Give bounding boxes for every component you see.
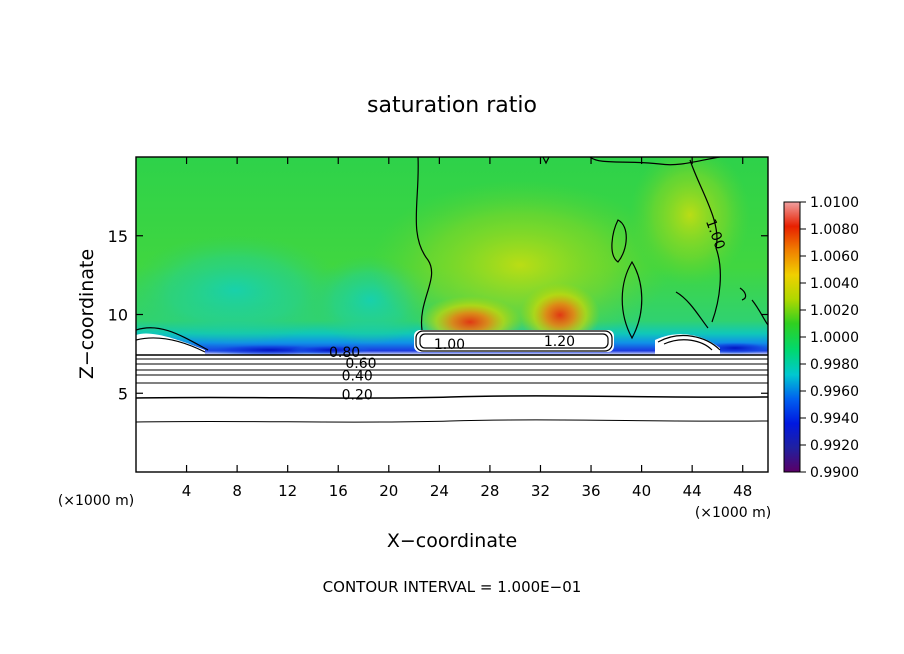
colorbar: 1.0100 1.0080 1.0060 1.0040 1.0020 1.0000 0.99…	[783, 195, 859, 481]
y-axis: 5 10 15	[108, 227, 768, 403]
x-tick-label: 48	[733, 482, 752, 500]
cloud-top-white	[136, 333, 205, 355]
colorbar-label: 1.0100	[810, 195, 859, 211]
x-tick-label: 4	[182, 482, 192, 500]
colorbar-label: 1.0040	[810, 276, 859, 292]
contour-label: 0.40	[342, 369, 373, 385]
colorbar-labels: 1.0100 1.0080 1.0060 1.0040 1.0020 1.0000 0.99…	[800, 195, 859, 481]
colorbar-label: 0.9940	[810, 411, 859, 427]
field-blue-mid	[290, 345, 370, 355]
contour-label: 1.00	[434, 337, 465, 353]
x-tick-label: 36	[581, 482, 600, 500]
y-tick-label: 10	[108, 306, 128, 325]
x-axis: 4 8 12 16 20 24 28 32 36 40 44 48	[182, 157, 752, 500]
contour-label: 0.20	[342, 388, 373, 404]
field-cyan-left	[136, 235, 345, 345]
contour-labels: 0.800.600.400.201.00 1.201.00	[329, 217, 728, 404]
x-tick-label: 8	[232, 482, 242, 500]
chart-title: saturation ratio	[367, 93, 537, 118]
x-tick-label: 16	[329, 482, 348, 500]
colorbar-label: 1.0080	[810, 222, 859, 238]
x-tick-label: 40	[632, 482, 651, 500]
x-unit-right: (×1000 m)	[695, 505, 771, 521]
y-axis-label: Z−coordinate	[76, 249, 98, 379]
upper-contours	[415, 157, 768, 340]
x-tick-label: 28	[480, 482, 499, 500]
y-tick-label: 15	[108, 227, 128, 246]
x-axis-label: X−coordinate	[387, 530, 517, 552]
colorbar-gradient	[784, 202, 800, 472]
x-tick-label: 24	[430, 482, 449, 500]
colorbar-label: 0.9960	[810, 384, 859, 400]
lower-contours	[136, 354, 768, 423]
cloud-contours	[136, 327, 721, 353]
contour-label: 0.60	[345, 356, 376, 372]
field-yellow-right	[630, 157, 750, 285]
plot-area	[136, 157, 768, 472]
colorbar-label: 1.0020	[810, 303, 859, 319]
x-tick-label: 44	[683, 482, 702, 500]
x-tick-label: 32	[531, 482, 550, 500]
colorbar-label: 0.9920	[810, 438, 859, 454]
colorbar-label: 1.0060	[810, 249, 859, 265]
contour-label: 0.80	[329, 345, 360, 361]
colorbar-label: 0.9900	[810, 465, 859, 481]
cloud-core-white	[414, 330, 614, 352]
contour-label: 1.20	[544, 334, 575, 350]
colorbar-label: 0.9980	[810, 357, 859, 373]
x-tick-label: 12	[278, 482, 297, 500]
y-tick-label: 5	[118, 384, 128, 403]
x-tick-label: 20	[379, 482, 398, 500]
colorbar-label: 1.0000	[810, 330, 859, 346]
x-unit-left: (×1000 m)	[58, 493, 134, 509]
contour-interval-note: CONTOUR INTERVAL = 1.000E−01	[323, 578, 582, 596]
